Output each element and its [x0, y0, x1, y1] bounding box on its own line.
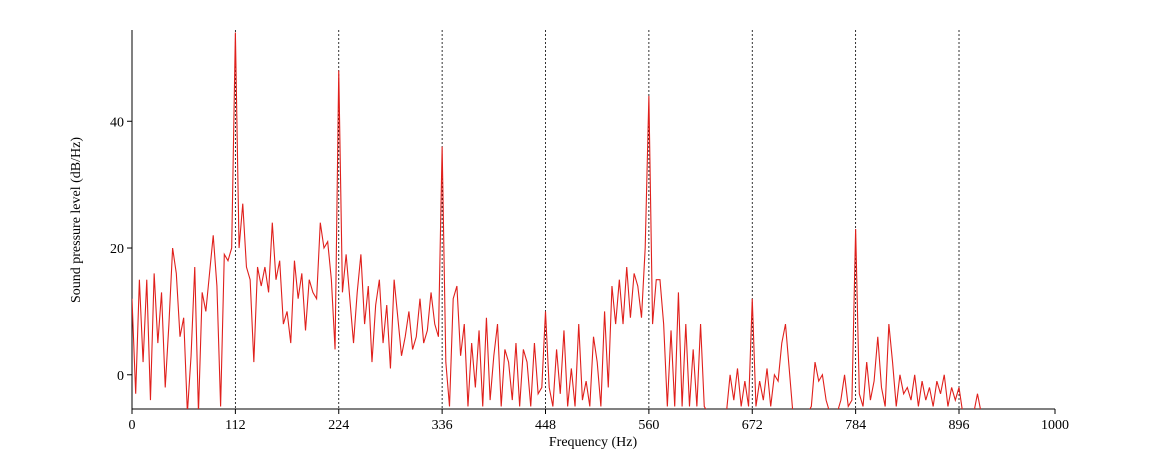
x-tick-label: 672 — [742, 418, 763, 433]
x-tick-label: 336 — [432, 418, 453, 433]
x-tick-label: 784 — [845, 418, 866, 433]
x-tick-label: 0 — [129, 418, 136, 433]
y-tick-label: 40 — [110, 115, 124, 130]
x-axis-label: Frequency (Hz) — [549, 435, 638, 450]
y-axis-label: Sound pressure level (dB/Hz) — [69, 137, 84, 303]
x-tick-label: 560 — [638, 418, 659, 433]
spectrum-line — [132, 32, 981, 409]
x-tick-label: 448 — [535, 418, 556, 433]
x-tick-label: 112 — [225, 418, 245, 433]
x-tick-label: 1000 — [1041, 418, 1069, 433]
x-tick-label: 896 — [949, 418, 970, 433]
y-tick-label: 20 — [110, 242, 124, 257]
y-tick-label: 0 — [117, 369, 124, 384]
x-tick-label: 224 — [328, 418, 349, 433]
